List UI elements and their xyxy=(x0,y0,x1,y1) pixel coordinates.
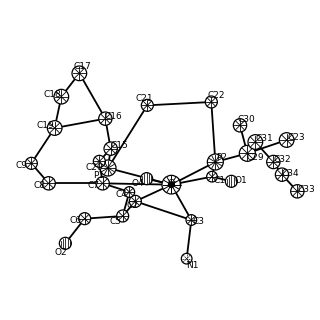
Text: O2: O2 xyxy=(54,248,67,257)
Text: C4: C4 xyxy=(116,190,127,199)
Text: P1: P1 xyxy=(93,171,104,180)
Circle shape xyxy=(99,112,112,125)
Circle shape xyxy=(129,195,141,207)
Text: C9: C9 xyxy=(15,161,27,170)
Circle shape xyxy=(59,237,71,249)
Text: C18: C18 xyxy=(43,90,61,99)
Circle shape xyxy=(205,96,217,108)
Circle shape xyxy=(248,135,263,149)
Text: Cr1: Cr1 xyxy=(167,180,183,188)
Circle shape xyxy=(79,213,91,225)
Circle shape xyxy=(104,142,117,155)
Text: C6: C6 xyxy=(69,216,81,225)
Text: P2: P2 xyxy=(216,153,227,162)
Text: C16: C16 xyxy=(104,112,122,121)
Text: C22: C22 xyxy=(207,91,225,100)
Circle shape xyxy=(275,168,289,181)
Circle shape xyxy=(181,253,192,264)
Circle shape xyxy=(47,121,62,135)
Text: C32: C32 xyxy=(273,156,291,164)
Circle shape xyxy=(207,171,217,182)
Text: C29: C29 xyxy=(246,154,264,163)
Circle shape xyxy=(233,119,247,132)
Text: C21: C21 xyxy=(136,94,154,103)
Text: C19: C19 xyxy=(36,122,54,131)
Circle shape xyxy=(207,154,223,170)
Circle shape xyxy=(25,157,37,169)
Text: C31: C31 xyxy=(255,134,273,143)
Text: C30: C30 xyxy=(237,116,255,124)
Circle shape xyxy=(72,66,87,81)
Text: N1: N1 xyxy=(187,261,199,270)
Circle shape xyxy=(117,210,129,222)
Text: C15: C15 xyxy=(110,141,128,150)
Circle shape xyxy=(186,215,197,225)
Circle shape xyxy=(100,160,116,176)
Text: O1: O1 xyxy=(234,176,247,185)
Circle shape xyxy=(162,175,181,194)
Text: C1: C1 xyxy=(213,176,225,185)
Circle shape xyxy=(169,182,174,188)
Circle shape xyxy=(93,155,105,167)
Circle shape xyxy=(279,133,294,147)
Text: C8: C8 xyxy=(33,181,45,190)
Circle shape xyxy=(96,177,109,190)
Circle shape xyxy=(54,89,69,104)
Text: C7: C7 xyxy=(87,181,99,190)
Text: C2: C2 xyxy=(127,202,139,211)
Text: C3: C3 xyxy=(193,218,205,227)
Text: C17: C17 xyxy=(73,62,91,71)
Circle shape xyxy=(267,155,280,169)
Text: O4: O4 xyxy=(131,180,144,188)
Circle shape xyxy=(225,175,237,187)
Text: C34: C34 xyxy=(282,169,300,178)
Text: C5: C5 xyxy=(110,217,122,226)
Circle shape xyxy=(239,145,255,161)
Circle shape xyxy=(42,177,55,190)
Text: C33: C33 xyxy=(297,185,315,194)
Circle shape xyxy=(124,187,135,197)
Text: C23: C23 xyxy=(287,133,305,142)
Circle shape xyxy=(141,99,153,111)
Circle shape xyxy=(291,185,304,198)
Circle shape xyxy=(141,173,153,185)
Text: C20: C20 xyxy=(85,163,103,172)
